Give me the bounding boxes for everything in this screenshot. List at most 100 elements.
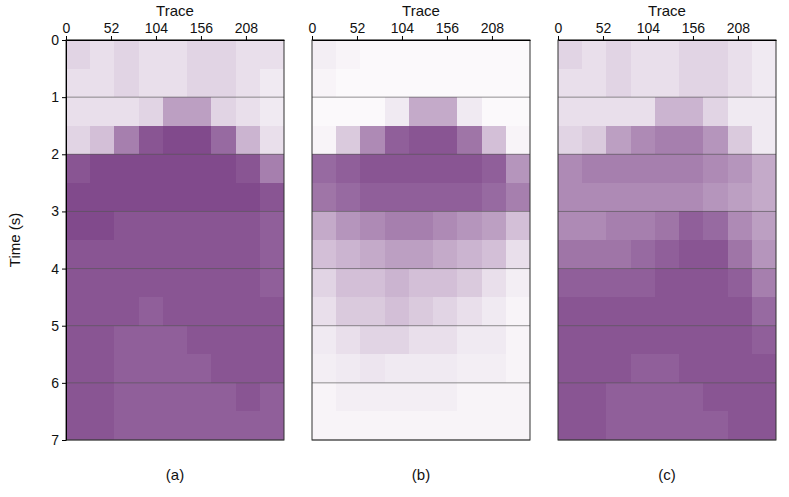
amplitude-cell (433, 97, 457, 126)
amplitude-cell (582, 383, 606, 412)
amplitude-cell (558, 97, 582, 126)
amplitude-cell (631, 411, 655, 440)
grid-line (312, 154, 530, 155)
amplitude-cell (409, 269, 433, 298)
amplitude-cell (163, 126, 187, 155)
amplitude-cell (360, 269, 384, 298)
amplitude-cell (236, 154, 260, 183)
amplitude-cell (163, 69, 187, 98)
amplitude-cell (260, 40, 284, 69)
grid-line (558, 97, 776, 98)
amplitude-cell (336, 126, 360, 155)
amplitude-cell (752, 69, 776, 98)
amplitude-cell (211, 183, 235, 212)
panel-label: (a) (166, 466, 184, 483)
amplitude-cell (655, 411, 679, 440)
amplitude-cell (482, 211, 506, 240)
amplitude-cell (236, 326, 260, 355)
tick-label: 104 (391, 20, 415, 36)
panel: 052104156208Trace(c) (555, 2, 777, 483)
tick-label: 2 (51, 146, 59, 162)
amplitude-cell (558, 154, 582, 183)
amplitude-cell (752, 326, 776, 355)
amplitude-cell (679, 383, 703, 412)
tick-label: 52 (350, 20, 366, 36)
amplitude-cell (703, 240, 727, 269)
amplitude-cell (752, 211, 776, 240)
amplitude-cell (385, 211, 409, 240)
amplitude-cell (679, 269, 703, 298)
amplitude-cell (558, 411, 582, 440)
amplitude-cell (385, 411, 409, 440)
amplitude-cell (90, 126, 114, 155)
amplitude-cell (312, 126, 336, 155)
amplitude-cell (655, 383, 679, 412)
amplitude-cell (703, 383, 727, 412)
tick: 156 (682, 20, 706, 40)
amplitude-cell (679, 97, 703, 126)
amplitude-cell (336, 69, 360, 98)
amplitude-cell (409, 97, 433, 126)
tick-mark (603, 36, 604, 40)
amplitude-cell (631, 297, 655, 326)
grid-line (66, 97, 284, 98)
amplitude-cell (90, 326, 114, 355)
amplitude-cell (139, 269, 163, 298)
amplitude-cell (336, 411, 360, 440)
amplitude-cell (606, 411, 630, 440)
tick-label: 208 (235, 20, 259, 36)
x-axis: 052104156208 (63, 20, 285, 41)
tick-mark (357, 36, 358, 40)
amplitude-cell (385, 126, 409, 155)
amplitude-cell (360, 326, 384, 355)
amplitude-cell (163, 240, 187, 269)
amplitude-cell (606, 211, 630, 240)
tick: 2 (51, 146, 66, 162)
amplitude-cell (260, 297, 284, 326)
tick: 1 (51, 89, 66, 105)
grid-line (66, 154, 284, 155)
amplitude-cell (187, 183, 211, 212)
amplitude-cell (506, 326, 530, 355)
amplitude-cell (506, 40, 530, 69)
amplitude-cell (66, 69, 90, 98)
amplitude-cell (139, 69, 163, 98)
amplitude-cell (236, 126, 260, 155)
amplitude-cell (752, 354, 776, 383)
amplitude-cell (409, 326, 433, 355)
amplitude-cell (360, 40, 384, 69)
amplitude-cell (582, 97, 606, 126)
amplitude-cell (236, 211, 260, 240)
amplitude-cell (260, 211, 284, 240)
tick-label: 156 (682, 20, 706, 36)
amplitude-cell (385, 40, 409, 69)
amplitude-cell (336, 383, 360, 412)
amplitude-cell (457, 269, 481, 298)
amplitude-cell (606, 383, 630, 412)
amplitude-cell (703, 269, 727, 298)
tick: 3 (51, 203, 66, 219)
amplitude-cell (211, 354, 235, 383)
amplitude-cell (558, 326, 582, 355)
amplitude-cell (409, 126, 433, 155)
amplitude-cell (66, 326, 90, 355)
amplitude-cell (506, 97, 530, 126)
amplitude-cell (482, 411, 506, 440)
y-axis-title: Time (s) (6, 213, 23, 267)
amplitude-cell (114, 97, 138, 126)
grid-line (558, 382, 776, 383)
amplitude-cell (139, 211, 163, 240)
tick: 52 (350, 20, 366, 40)
amplitude-cell (506, 211, 530, 240)
amplitude-cell (457, 40, 481, 69)
amplitude-cell (385, 297, 409, 326)
amplitude-cell (655, 40, 679, 69)
amplitude-cell (728, 269, 752, 298)
amplitude-cell (655, 269, 679, 298)
amplitude-cell (679, 326, 703, 355)
amplitude-cell (163, 383, 187, 412)
amplitude-cell (482, 154, 506, 183)
amplitude-cell (66, 40, 90, 69)
tick: 208 (235, 20, 259, 40)
amplitude-cell (66, 97, 90, 126)
